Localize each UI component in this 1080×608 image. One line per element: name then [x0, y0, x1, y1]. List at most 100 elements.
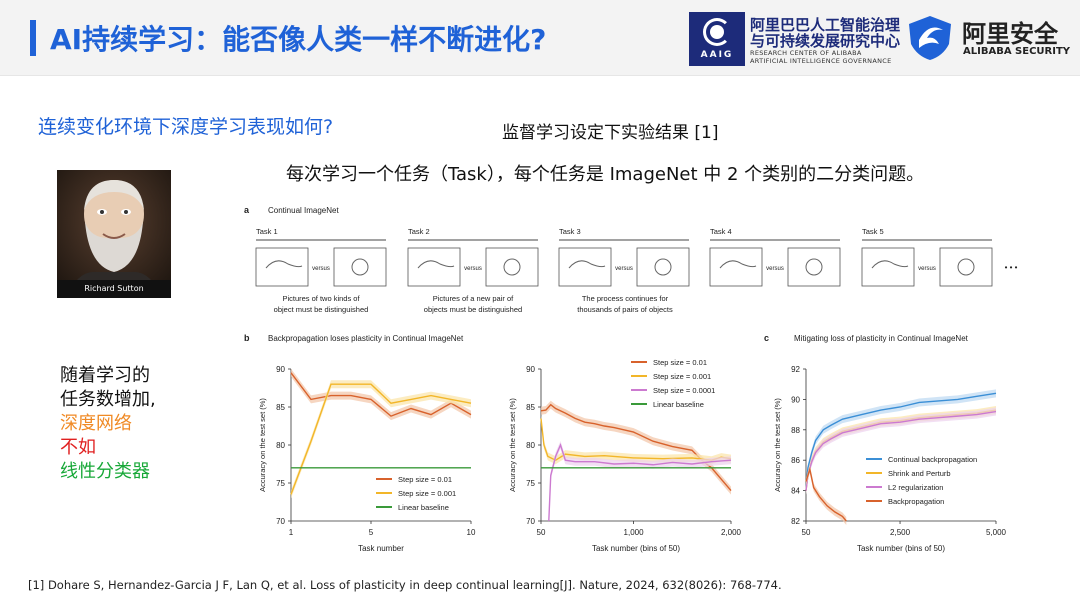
legend-label: L2 regularization — [888, 483, 943, 492]
series-band — [806, 465, 847, 525]
experiment-subhead: 监督学习设定下实验结果 [1] — [502, 123, 719, 143]
y-tick-label: 80 — [526, 441, 535, 450]
lizard-icon — [939, 247, 993, 287]
slide-title: AI持续学习：能否像人类一样不断进化? — [50, 23, 547, 56]
panel-letter: c — [764, 333, 769, 343]
bison-icon — [636, 247, 690, 287]
x-axis-label: Task number (bins of 50) — [857, 544, 945, 553]
task-label: Task 1 — [256, 227, 278, 236]
conclusion-line: 任务数增加, — [60, 389, 156, 410]
sketch-stroke — [417, 260, 455, 269]
guitar-icon — [333, 247, 387, 287]
series-line — [805, 410, 997, 491]
aaig-dot-icon — [710, 25, 724, 39]
x-tick-label: 2,000 — [721, 528, 742, 537]
task-caption: objects must be distinguished — [424, 305, 522, 314]
y-tick-label: 90 — [791, 395, 800, 404]
y-tick-label: 88 — [791, 426, 800, 435]
panel-title: Mitigating loss of plasticity in Continu… — [794, 334, 969, 343]
sketch-stroke — [265, 260, 303, 269]
aaig-logo-label: AAIG — [700, 50, 734, 60]
y-tick-label: 85 — [526, 403, 535, 412]
koala-icon — [787, 247, 841, 287]
x-tick-label: 1,000 — [624, 528, 645, 537]
series-band — [541, 414, 731, 465]
conclusion-line: 线性分类器 — [60, 461, 150, 482]
legend-label: Linear baseline — [653, 400, 704, 409]
series-line — [540, 418, 732, 461]
task-label: Task 3 — [559, 227, 581, 236]
x-tick-label: 50 — [802, 528, 811, 537]
y-tick-label: 70 — [276, 517, 285, 526]
series-line — [290, 383, 472, 495]
panel-letter: b — [244, 333, 250, 343]
task-description: 每次学习一个任务（Task），每个任务是 ImageNet 中 2 个类别的二分… — [286, 164, 925, 185]
y-axis-label: Accuracy on the test set (%) — [508, 398, 517, 492]
legend-label: Step size = 0.0001 — [653, 386, 715, 395]
x-tick-label: 2,500 — [890, 528, 911, 537]
task-label: Task 5 — [862, 227, 884, 236]
y-tick-label: 92 — [791, 365, 800, 374]
aaig-name-cn-line1: 阿里巴巴人工智能治理 — [750, 16, 901, 34]
task-label: Task 4 — [710, 227, 732, 236]
series-band — [806, 407, 996, 495]
alibaba-security-shield-icon — [909, 16, 951, 60]
section-question: 连续变化环境下深度学习表现如何? — [38, 116, 334, 138]
y-tick-label: 90 — [276, 365, 285, 374]
portrait-caption: Richard Sutton — [57, 280, 171, 298]
series-band — [541, 400, 731, 495]
series-line — [290, 372, 472, 417]
series-band — [806, 389, 996, 495]
sketch-stroke — [351, 258, 369, 276]
versus-label: versus — [615, 266, 633, 272]
figure-canvas: a Continual ImageNet Task 1 versus Task 2 ver… — [244, 205, 1018, 553]
aaig-logo: AAIG — [689, 12, 745, 66]
sketch-stroke — [805, 258, 823, 276]
legend-label: Continual backpropagation — [888, 455, 977, 464]
task-caption: object must be distinguished — [274, 305, 369, 314]
y-tick-label: 75 — [276, 479, 285, 488]
panel-title: Backpropagation loses plasticity in Cont… — [268, 334, 464, 343]
panel-letter: a — [244, 205, 250, 215]
x-tick-label: 50 — [537, 528, 546, 537]
alibaba-security-name-en: ALIBABA SECURITY — [963, 46, 1071, 57]
sketch-stroke — [957, 258, 975, 276]
task-caption: The process continues for — [582, 294, 669, 303]
x-axis-label: Task number — [358, 544, 404, 553]
alibaba-security-name-cn: 阿里安全 — [962, 20, 1058, 48]
legend-label: Step size = 0.01 — [398, 475, 452, 484]
legend-label: Shrink and Perturb — [888, 469, 951, 478]
sketch-stroke — [719, 260, 757, 269]
versus-label: versus — [766, 266, 784, 272]
aaig-name-en-line2: ARTIFICIAL INTELLIGENCE GOVERNANCE — [750, 57, 892, 65]
series-line — [805, 392, 997, 491]
aaig-name-cn-line2: 与可持续发展研究中心 — [750, 32, 901, 50]
sketch-stroke — [568, 260, 606, 269]
series-line — [548, 442, 732, 522]
task-caption: Pictures of a new pair of — [433, 294, 514, 303]
y-tick-label: 70 — [526, 517, 535, 526]
ellipsis: • • • — [1005, 263, 1018, 272]
y-tick-label: 80 — [276, 441, 285, 450]
task-caption: thousands of pairs of objects — [577, 305, 673, 314]
aaig-swirl-icon — [703, 18, 731, 46]
x-tick-label: 1 — [289, 528, 294, 537]
x-tick-label: 10 — [467, 528, 476, 537]
task-label: Task 2 — [408, 227, 430, 236]
x-axis-label: Task number (bins of 50) — [592, 544, 680, 553]
x-tick-label: 5 — [369, 528, 374, 537]
panel-title: Continual ImageNet — [268, 206, 339, 215]
legend-label: Step size = 0.001 — [653, 372, 711, 381]
y-tick-label: 75 — [526, 479, 535, 488]
legend-label: Backpropagation — [888, 497, 944, 506]
fish-icon — [485, 247, 539, 287]
legend-label: Linear baseline — [398, 503, 449, 512]
legend-label: Step size = 0.01 — [653, 358, 707, 367]
y-tick-label: 82 — [791, 517, 800, 526]
reference-citation: [1] Dohare S, Hernandez-Garcia J F, Lan … — [28, 578, 782, 592]
versus-label: versus — [312, 266, 330, 272]
conclusion-line: 深度网络 — [60, 413, 132, 434]
header-bar: AI持续学习：能否像人类一样不断进化? AAIG 阿里巴巴人工智能治理 与可持续… — [0, 0, 1080, 76]
y-tick-label: 90 — [526, 365, 535, 374]
